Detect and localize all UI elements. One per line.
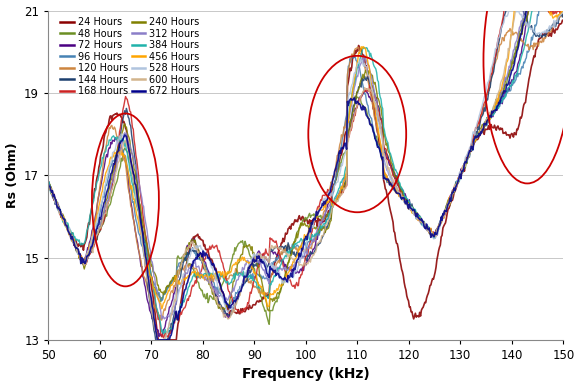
X-axis label: Frequency (kHz): Frequency (kHz) <box>242 367 369 382</box>
Y-axis label: Rs (Ohm): Rs (Ohm) <box>6 142 19 208</box>
Legend: 24 Hours, 48 Hours, 72 Hours, 96 Hours, 120 Hours, 144 Hours, 168 Hours, 240 Hou: 24 Hours, 48 Hours, 72 Hours, 96 Hours, … <box>58 15 202 98</box>
